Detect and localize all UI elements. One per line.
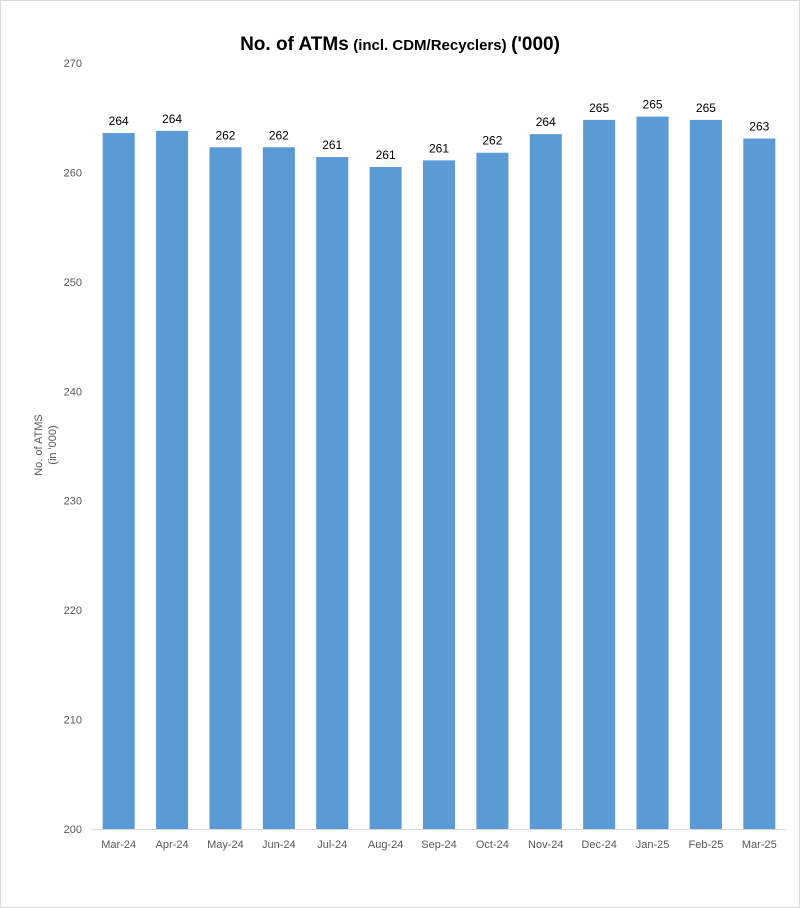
bar-oct-24 [476, 152, 509, 829]
data-label: 265 [696, 101, 716, 115]
x-tick-label: May-24 [207, 839, 244, 851]
bar-nov-24 [529, 134, 562, 830]
y-tick-label: 260 [64, 167, 82, 179]
x-axis-ticks: Mar-24 Apr-24 May-24 Jun-24 Jul-24 Aug-24 Sep-… [101, 839, 776, 851]
chart-title-main: No. of ATMs [240, 34, 349, 55]
x-tick-label: Apr-24 [156, 839, 189, 851]
x-tick-label: Nov-24 [528, 839, 563, 851]
data-label: 265 [589, 101, 609, 115]
bar-may-24 [209, 147, 242, 829]
y-tick-label: 270 [64, 58, 82, 70]
y-tick-label: 250 [64, 277, 82, 289]
y-tick-label: 220 [64, 605, 82, 617]
data-label: 261 [376, 148, 396, 162]
x-tick-label: Feb-25 [688, 839, 723, 851]
data-label: 262 [269, 128, 289, 142]
bar-mar-24 [102, 133, 135, 829]
y-axis-ticks: 200 210 220 230 240 250 260 270 [64, 58, 82, 836]
x-tick-label: Oct-24 [476, 839, 509, 851]
data-label: 262 [482, 134, 502, 148]
x-tick-label: Jan-25 [636, 839, 670, 851]
x-tick-label: Sep-24 [421, 839, 456, 851]
data-label: 261 [322, 138, 342, 152]
data-label: 261 [429, 141, 449, 155]
bar-jun-24 [262, 147, 295, 829]
bars [102, 116, 776, 830]
data-label: 262 [215, 128, 235, 142]
y-tick-label: 240 [64, 386, 82, 398]
x-tick-label: Mar-24 [101, 839, 136, 851]
data-label: 264 [536, 115, 556, 129]
data-labels: 264 264 262 262 261 261 261 262 264 265 265 265 263 [109, 98, 770, 162]
y-tick-label: 210 [64, 715, 82, 727]
bar-jul-24 [316, 157, 349, 829]
bar-mar-25 [743, 138, 776, 829]
y-tick-label: 230 [64, 496, 82, 508]
chart-title-unit: ('000) [511, 34, 560, 55]
data-label: 263 [749, 120, 769, 134]
bar-apr-24 [156, 130, 189, 830]
x-tick-label: Jul-24 [317, 839, 347, 851]
bar-aug-24 [369, 166, 402, 829]
bar-dec-24 [583, 119, 616, 830]
x-tick-label: Dec-24 [581, 839, 616, 851]
bar-sep-24 [422, 160, 456, 830]
chart-title-sub: (incl. CDM/Recyclers) [353, 37, 507, 54]
chart-title: No. of ATMs (incl. CDM/Recyclers) ('000) [0, 34, 800, 56]
data-label: 264 [109, 114, 129, 128]
x-tick-label: Mar-25 [742, 839, 777, 851]
y-tick-label: 200 [64, 824, 82, 836]
bar-feb-25 [689, 119, 722, 830]
data-label: 264 [162, 112, 182, 126]
x-tick-label: Jun-24 [262, 839, 296, 851]
x-tick-label: Aug-24 [368, 839, 403, 851]
bar-jan-25 [636, 116, 669, 830]
data-label: 265 [643, 98, 663, 112]
